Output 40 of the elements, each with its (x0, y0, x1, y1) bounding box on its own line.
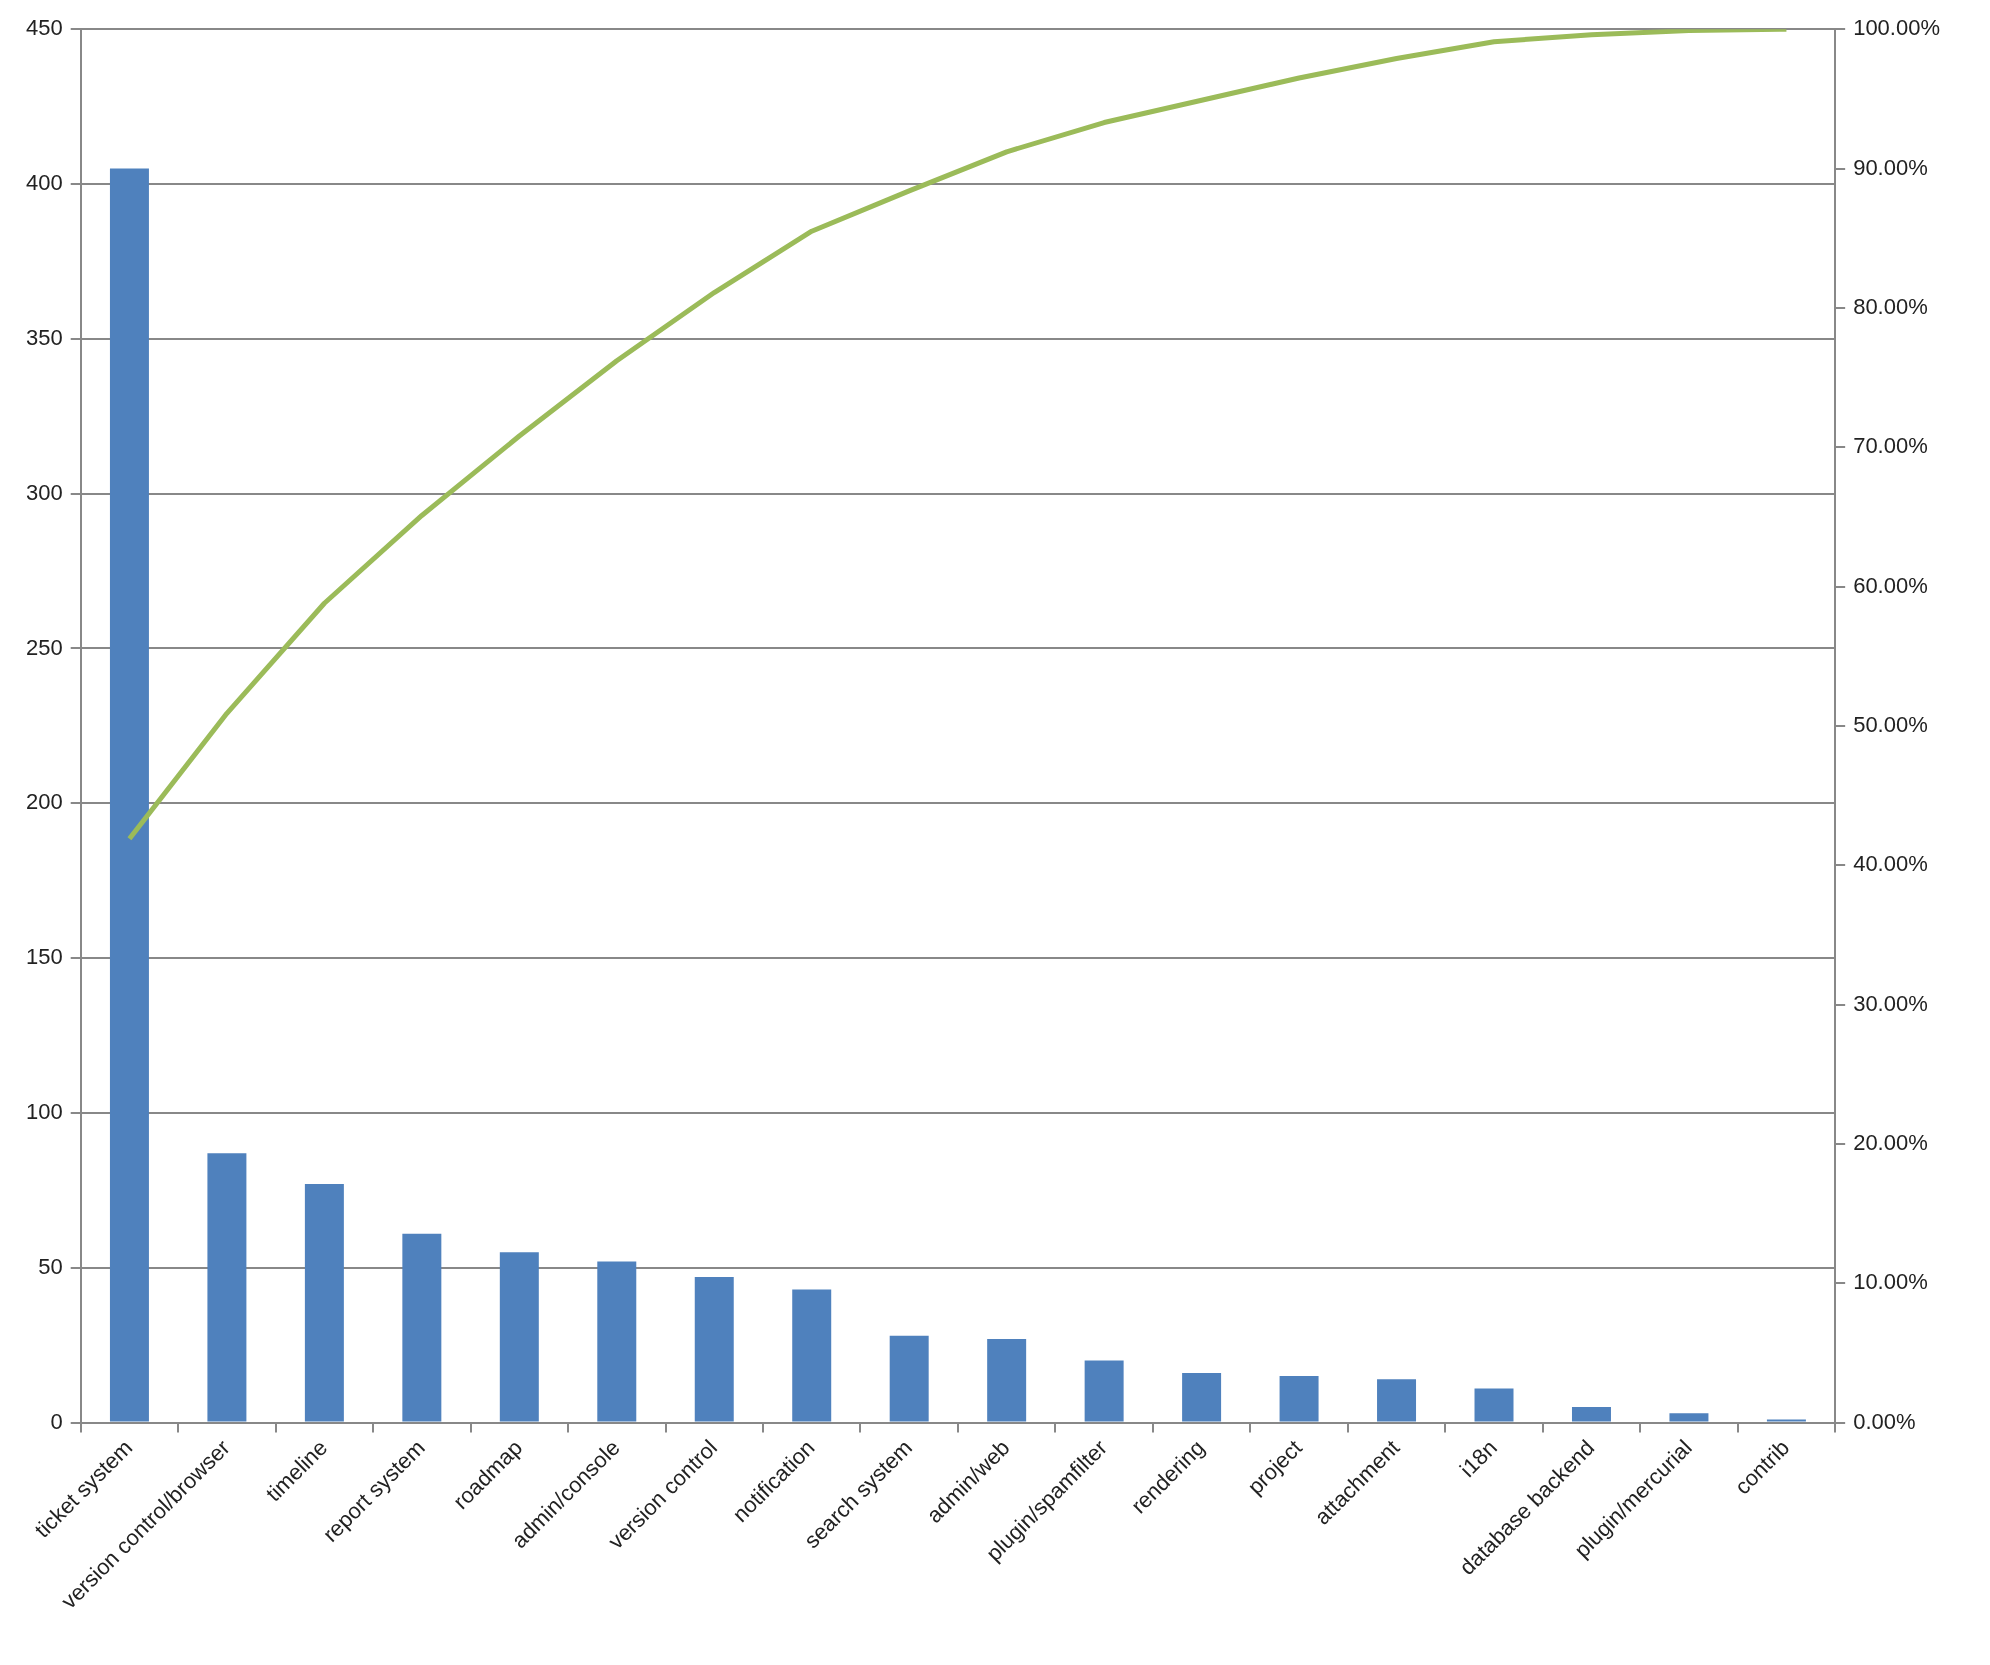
bar (792, 1289, 832, 1422)
bar (109, 168, 149, 1422)
bar (889, 1335, 929, 1422)
y2-tick-label: 90.00% (1853, 154, 1928, 180)
bar (1084, 1360, 1124, 1422)
y2-tick-label: 10.00% (1853, 1269, 1928, 1295)
y-tick-label: 450 (25, 15, 63, 41)
y-tick-label: 0 (50, 1408, 63, 1434)
bar (1279, 1376, 1319, 1422)
bar (694, 1277, 734, 1422)
bar (499, 1252, 539, 1422)
y2-tick-label: 40.00% (1853, 851, 1928, 877)
y-tick-label: 250 (25, 634, 63, 660)
y2-tick-label: 70.00% (1853, 433, 1928, 459)
bar (1669, 1413, 1709, 1422)
bar (402, 1233, 442, 1422)
bar (1474, 1388, 1514, 1422)
bar (207, 1153, 247, 1422)
bar (597, 1261, 637, 1422)
y2-tick-label: 50.00% (1853, 711, 1928, 737)
y-tick-label: 300 (25, 479, 63, 505)
y-tick-label: 50 (38, 1253, 63, 1279)
y2-tick-label: 60.00% (1853, 572, 1928, 598)
bar (1571, 1407, 1611, 1422)
y2-tick-label: 80.00% (1853, 293, 1928, 319)
x-tick-label: i18n (1454, 1435, 1502, 1483)
y-tick-label: 150 (25, 944, 63, 970)
bar (304, 1184, 344, 1422)
bar (1766, 1419, 1806, 1422)
y-tick-label: 400 (25, 170, 63, 196)
y2-tick-label: 30.00% (1853, 990, 1928, 1016)
y2-tick-label: 0.00% (1853, 1408, 1916, 1434)
y2-tick-label: 100.00% (1853, 15, 1941, 41)
y-tick-label: 200 (25, 789, 63, 815)
y-tick-label: 100 (25, 1098, 63, 1124)
y2-tick-label: 20.00% (1853, 1129, 1928, 1155)
y-tick-label: 350 (25, 324, 63, 350)
bar (1182, 1372, 1222, 1422)
bar (1377, 1379, 1417, 1422)
bar (987, 1338, 1027, 1422)
